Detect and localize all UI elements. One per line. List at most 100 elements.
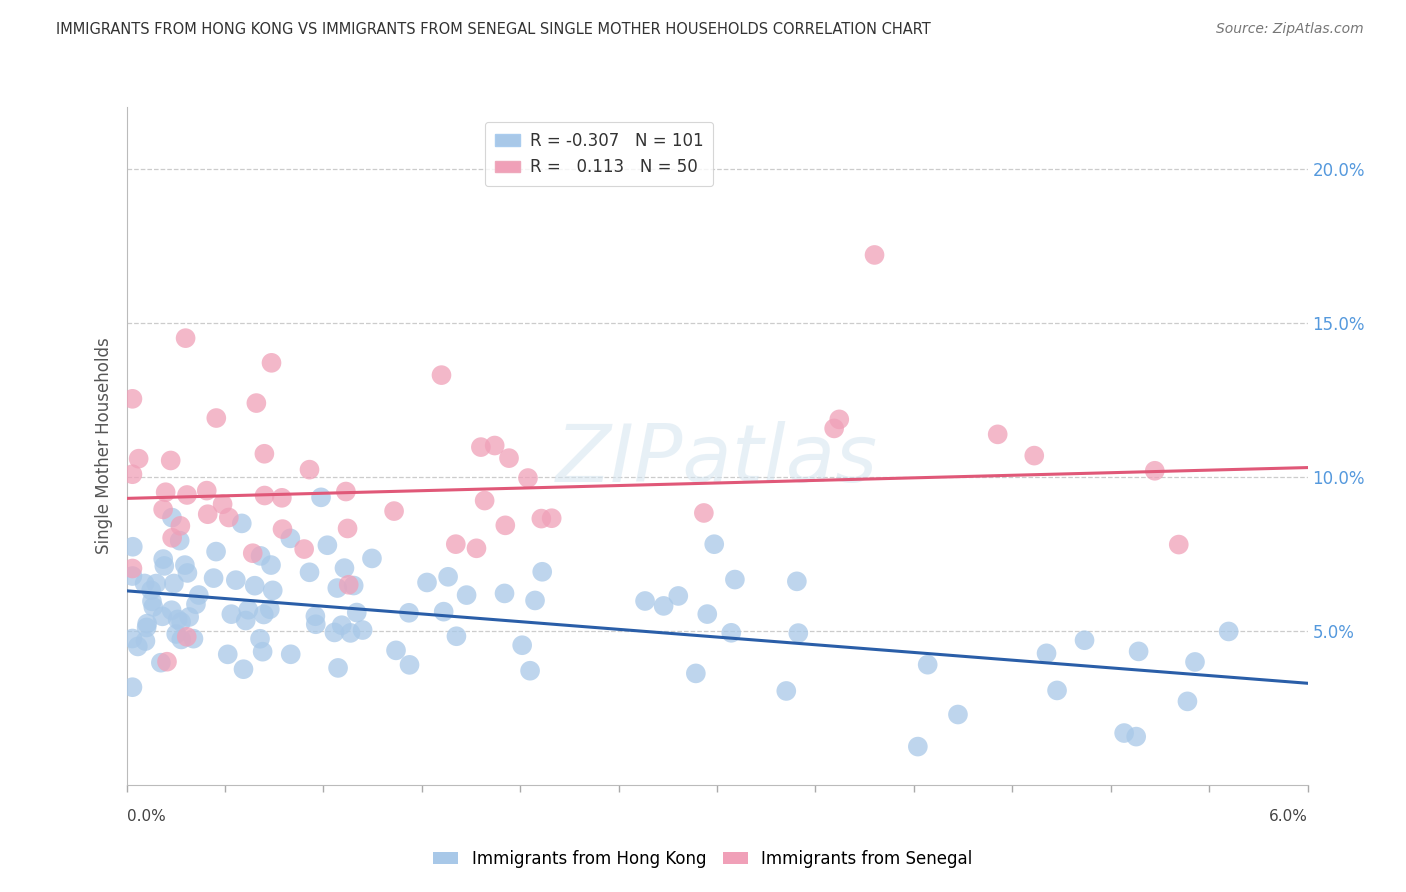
Point: [531, 565, 554, 579]
Point: [176, 566, 198, 580]
Point: [135, 620, 157, 634]
Point: [252, 645, 274, 659]
Point: [946, 707, 969, 722]
Point: [775, 684, 797, 698]
Point: [176, 488, 198, 502]
Point: [444, 537, 467, 551]
Point: [166, 612, 188, 626]
Point: [494, 586, 516, 600]
Y-axis label: Single Mother Households: Single Mother Households: [94, 338, 112, 554]
Point: [1128, 644, 1150, 658]
Point: [666, 589, 689, 603]
Point: [271, 522, 294, 536]
Point: [165, 627, 187, 641]
Point: [343, 578, 366, 592]
Point: [524, 593, 547, 607]
Point: [134, 634, 156, 648]
Point: [183, 632, 205, 646]
Point: [474, 493, 496, 508]
Point: [156, 655, 179, 669]
Point: [121, 632, 143, 646]
Point: [218, 510, 240, 524]
Point: [634, 594, 657, 608]
Point: [786, 574, 808, 589]
Point: [174, 331, 197, 345]
Point: [179, 610, 201, 624]
Point: [141, 594, 163, 608]
Point: [330, 618, 353, 632]
Point: [141, 583, 163, 598]
Point: [205, 411, 228, 425]
Point: [382, 504, 405, 518]
Point: [519, 664, 541, 678]
Point: [1046, 683, 1069, 698]
Point: [828, 412, 851, 426]
Point: [823, 421, 845, 435]
Point: [169, 533, 191, 548]
Text: 6.0%: 6.0%: [1268, 809, 1308, 823]
Point: [155, 485, 177, 500]
Point: [540, 511, 562, 525]
Point: [205, 544, 228, 558]
Point: [1035, 646, 1057, 660]
Point: [346, 606, 368, 620]
Point: [494, 518, 516, 533]
Text: 0.0%: 0.0%: [127, 809, 166, 823]
Point: [907, 739, 929, 754]
Point: [121, 540, 143, 554]
Point: [232, 662, 254, 676]
Point: [337, 578, 360, 592]
Point: [235, 614, 257, 628]
Point: [242, 546, 264, 560]
Point: [121, 561, 143, 575]
Point: [456, 588, 478, 602]
Point: [305, 617, 328, 632]
Point: [121, 392, 143, 406]
Point: [326, 581, 349, 595]
Point: [238, 603, 260, 617]
Point: [249, 549, 271, 563]
Point: [398, 606, 420, 620]
Point: [437, 570, 460, 584]
Point: [333, 561, 356, 575]
Point: [863, 248, 886, 262]
Text: IMMIGRANTS FROM HONG KONG VS IMMIGRANTS FROM SENEGAL SINGLE MOTHER HOUSEHOLDS CO: IMMIGRANTS FROM HONG KONG VS IMMIGRANTS …: [56, 22, 931, 37]
Point: [1073, 633, 1095, 648]
Point: [292, 542, 315, 557]
Point: [465, 541, 488, 556]
Point: [159, 453, 181, 467]
Point: [720, 625, 742, 640]
Point: [398, 657, 420, 672]
Point: [498, 451, 520, 466]
Point: [987, 427, 1010, 442]
Point: [249, 632, 271, 646]
Point: [304, 609, 326, 624]
Point: [211, 497, 233, 511]
Point: [163, 576, 186, 591]
Point: [197, 507, 219, 521]
Point: [787, 626, 810, 640]
Point: [1125, 730, 1147, 744]
Point: [260, 356, 283, 370]
Point: [652, 599, 675, 613]
Point: [169, 519, 191, 533]
Point: [352, 623, 374, 637]
Point: [335, 484, 357, 499]
Point: [152, 502, 174, 516]
Point: [323, 625, 346, 640]
Point: [259, 602, 281, 616]
Point: [470, 440, 492, 454]
Point: [298, 462, 321, 476]
Point: [298, 566, 321, 580]
Point: [1218, 624, 1240, 639]
Text: ZIPatlas: ZIPatlas: [555, 420, 879, 499]
Point: [484, 438, 506, 452]
Point: [221, 607, 243, 622]
Point: [517, 471, 540, 485]
Point: [136, 616, 159, 631]
Point: [149, 656, 172, 670]
Point: [1177, 694, 1199, 708]
Point: [152, 609, 174, 624]
Point: [339, 626, 361, 640]
Point: [309, 491, 332, 505]
